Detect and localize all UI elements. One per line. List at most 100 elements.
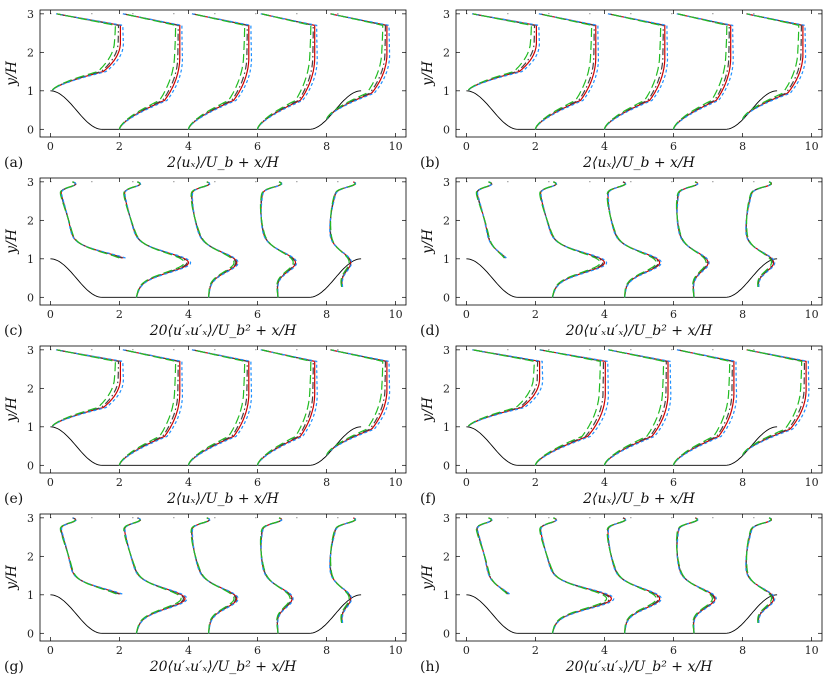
profile-dashed-station-2 — [191, 181, 239, 298]
profile-dashdot-station-3 — [672, 13, 730, 130]
profile-longdash-station-2 — [606, 517, 658, 634]
profile-dashdot-station-0 — [52, 349, 120, 427]
profile-dashdot-station-0 — [60, 517, 120, 595]
profile-longdash-station-4 — [326, 13, 384, 120]
profile-solid-station-3 — [260, 517, 293, 634]
profile-dashed-station-1 — [118, 13, 183, 130]
profile-solid-station-3 — [672, 349, 735, 466]
plot-frame — [39, 513, 407, 642]
profile-longdash-station-0 — [51, 13, 116, 91]
x-tick-label: 8 — [739, 476, 746, 489]
profile-longdash-station-0 — [467, 349, 535, 427]
plot-frame — [39, 9, 407, 138]
y-axis-label: y/H — [420, 564, 436, 591]
profile-longdash-station-4 — [746, 517, 773, 623]
y-tick-label: 0 — [27, 459, 34, 472]
y-tick-label: 1 — [443, 85, 450, 98]
profile-dashed-station-1 — [124, 181, 192, 298]
x-tick-label: 6 — [670, 476, 677, 489]
profile-solid-station-1 — [118, 349, 181, 466]
y-axis-label: y/H — [420, 396, 436, 423]
profile-dashed-station-2 — [191, 517, 239, 634]
y-tick-label: 3 — [27, 176, 34, 189]
profile-solid-station-2 — [187, 349, 250, 466]
profile-longdash-station-1 — [118, 349, 177, 466]
x-tick-label: 2 — [532, 644, 539, 657]
x-tick-label: 4 — [185, 140, 192, 153]
x-tick-label: 0 — [463, 140, 470, 153]
profile-longdash-station-1 — [123, 517, 182, 634]
profile-longdash-station-0 — [475, 181, 505, 259]
profile-dashed-station-3 — [260, 517, 294, 634]
x-axis-label: 20⟨u′ₓu′ₓ⟩/U_b² + x/H — [149, 659, 297, 675]
profile-longdash-station-3 — [256, 349, 312, 466]
profile-solid-station-0 — [52, 13, 121, 91]
x-tick-label: 8 — [323, 476, 330, 489]
y-tick-label: 3 — [443, 8, 450, 21]
hill-wall — [50, 594, 362, 634]
x-tick-label: 4 — [601, 476, 608, 489]
panel-e: 0 2 4 6 8 10 0 1 2 3 y/H 2⟨uₓ⟩/U_b + x/H (e) — [4, 344, 407, 507]
panel-tag: (d) — [420, 323, 440, 339]
profile-longdash-station-4 — [742, 13, 800, 120]
profile-dashdot-station-2 — [607, 517, 660, 634]
profile-dashdot-station-2 — [603, 349, 667, 466]
y-tick-label: 3 — [27, 344, 34, 357]
y-tick-label: 1 — [27, 253, 34, 266]
profile-dashdot-station-3 — [672, 349, 733, 466]
y-axis-label: y/H — [420, 228, 436, 255]
profile-solid-station-1 — [118, 13, 181, 130]
profile-dashdot-station-1 — [123, 517, 185, 634]
x-tick-label: 6 — [670, 140, 677, 153]
x-tick-label: 2 — [116, 140, 123, 153]
profile-longdash-station-2 — [187, 13, 246, 130]
profile-solid-station-1 — [534, 349, 606, 466]
profile-longdash-station-0 — [59, 181, 120, 259]
y-tick-label: 3 — [443, 512, 450, 525]
profile-dashdot-station-2 — [187, 13, 248, 130]
hill-wall — [466, 90, 778, 130]
profile-dashdot-station-4 — [326, 349, 386, 456]
y-axis-label: y/H — [4, 564, 20, 591]
x-tick-label: 8 — [739, 140, 746, 153]
x-tick-label: 8 — [323, 140, 330, 153]
profile-solid-station-4 — [742, 349, 807, 456]
y-tick-label: 1 — [27, 85, 34, 98]
panel-g: 0 2 4 6 8 10 0 1 2 3 y/H 20⟨u′ₓu′ₓ⟩/U_b² + x/H (g) — [4, 512, 407, 675]
profile-solid-station-1 — [539, 181, 606, 298]
profile-dashdot-station-1 — [118, 349, 179, 466]
profile-dashdot-station-3 — [256, 349, 314, 466]
profile-dashdot-station-3 — [256, 13, 314, 130]
profile-longdash-station-1 — [539, 517, 608, 634]
x-axis-label: 2⟨uₓ⟩/U_b + x/H — [166, 155, 280, 171]
x-tick-label: 6 — [670, 308, 677, 321]
profile-dashed-station-4 — [745, 181, 776, 287]
panel-tag: (g) — [4, 659, 24, 675]
x-tick-label: 8 — [739, 308, 746, 321]
profile-solid-station-0 — [60, 181, 124, 259]
profile-dashdot-station-4 — [745, 517, 774, 623]
y-axis-label: y/H — [420, 60, 436, 87]
y-tick-label: 2 — [443, 46, 450, 59]
y-tick-label: 2 — [443, 550, 450, 563]
y-tick-label: 2 — [27, 46, 34, 59]
profile-dashdot-station-0 — [476, 517, 509, 595]
plot-frame — [455, 513, 823, 642]
x-tick-label: 8 — [323, 644, 330, 657]
profile-longdash-station-3 — [259, 517, 291, 634]
profile-dashdot-station-4 — [742, 349, 805, 456]
profile-longdash-station-2 — [603, 349, 665, 466]
x-tick-label: 2 — [116, 308, 123, 321]
profile-dashed-station-3 — [676, 181, 710, 298]
profile-longdash-station-2 — [603, 13, 662, 130]
profile-dashed-station-2 — [603, 349, 672, 466]
y-tick-label: 1 — [443, 421, 450, 434]
profile-dashdot-station-2 — [607, 181, 660, 298]
profile-dashed-station-4 — [745, 517, 776, 623]
profile-solid-station-0 — [476, 181, 507, 259]
profile-solid-station-1 — [123, 517, 186, 634]
profile-longdash-station-2 — [606, 181, 658, 298]
x-tick-label: 0 — [463, 476, 470, 489]
x-tick-label: 10 — [805, 308, 819, 321]
profile-dashdot-station-0 — [476, 181, 506, 259]
